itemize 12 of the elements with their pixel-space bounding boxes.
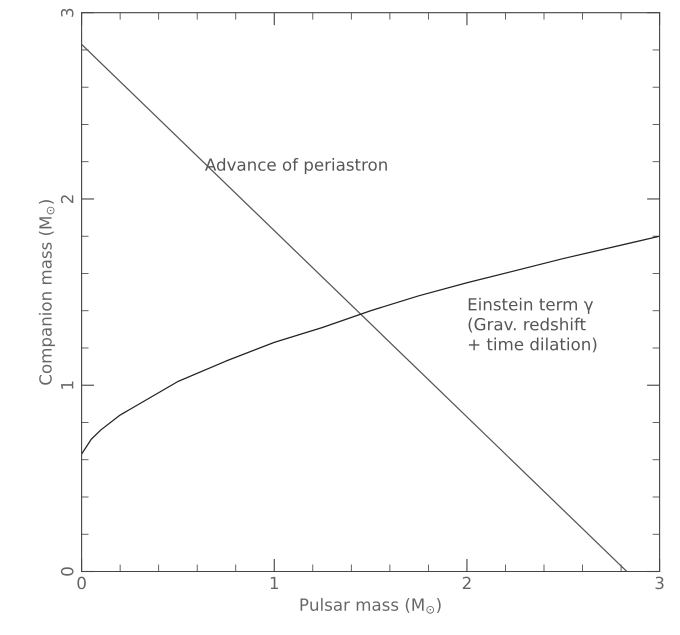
x-tick-label: 1 [270, 576, 278, 590]
x-tick-label: 0 [77, 576, 86, 590]
annotation: Advance of periastron [205, 158, 387, 174]
y-tick-label: 3 [60, 8, 74, 17]
y-tick-label: 2 [60, 195, 74, 204]
y-tick-label: 1 [61, 381, 74, 389]
x-axis-title: Pulsar mass (M$_{⊙}$) [300, 598, 441, 614]
y-axis-title: Companion mass (M$_{⊙}$) [38, 200, 56, 385]
y-tick-label: 0 [60, 567, 74, 576]
x-tick-label: 3 [656, 576, 664, 590]
annotation: Einstein term γ (Grav. redshift + time dilation) [468, 298, 596, 352]
x-tick-label: 2 [462, 576, 471, 590]
